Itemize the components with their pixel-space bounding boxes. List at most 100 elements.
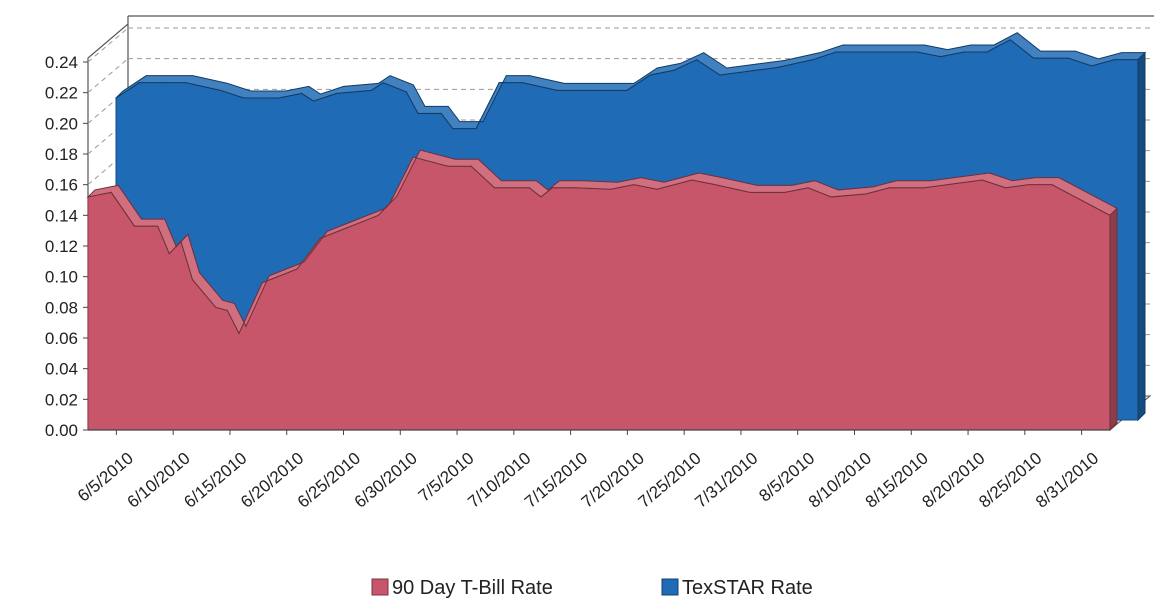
data-point xyxy=(405,91,407,93)
data-point xyxy=(777,66,779,68)
x-axis: 6/5/20106/10/20106/15/20106/20/20106/25/… xyxy=(74,429,1110,512)
data-point xyxy=(168,253,170,255)
data-point xyxy=(916,51,918,53)
data-point xyxy=(133,225,136,227)
data-point xyxy=(87,196,89,198)
x-tick-label: 7/10/2010 xyxy=(464,449,534,512)
data-point xyxy=(830,196,832,198)
legend-swatch xyxy=(371,578,389,596)
data-point xyxy=(475,128,477,130)
series-tbill xyxy=(86,149,1118,432)
data-point xyxy=(521,82,524,84)
grid-line-side xyxy=(87,27,129,63)
data-point xyxy=(284,273,287,275)
x-tick-label: 6/25/2010 xyxy=(294,449,364,512)
data-point xyxy=(719,74,721,76)
data-point xyxy=(157,225,159,227)
data-point xyxy=(1114,59,1116,61)
x-tick-label: 6/15/2010 xyxy=(180,449,250,512)
x-tick-label: 7/20/2010 xyxy=(578,449,648,512)
x-tick-label: 8/10/2010 xyxy=(805,449,875,512)
y-tick-label: 0.10 xyxy=(45,268,78,287)
data-point xyxy=(319,237,321,239)
data-point xyxy=(812,59,814,61)
data-point xyxy=(161,82,164,84)
x-tick-label: 6/10/2010 xyxy=(124,449,194,512)
data-point xyxy=(807,187,809,189)
data-point xyxy=(336,92,338,94)
x-tick-label: 8/20/2010 xyxy=(918,449,988,512)
data-point xyxy=(865,193,867,195)
data-point xyxy=(452,128,454,130)
data-point xyxy=(1090,65,1093,67)
data-point xyxy=(138,82,140,84)
data-point xyxy=(835,51,837,53)
data-point xyxy=(312,100,315,102)
x-tick-label: 8/15/2010 xyxy=(862,449,932,512)
area-end-cap xyxy=(1109,207,1118,432)
data-point xyxy=(691,179,693,181)
data-point xyxy=(370,89,373,91)
data-point xyxy=(243,97,245,99)
data-point xyxy=(714,184,716,186)
legend: 90 Day T-Bill Rate TexSTAR Rate xyxy=(371,577,813,599)
y-tick-label: 0.00 xyxy=(45,421,78,440)
data-point xyxy=(215,306,217,308)
data-point xyxy=(610,188,612,190)
data-point xyxy=(784,191,786,193)
data-point xyxy=(649,74,651,76)
data-point xyxy=(185,82,187,84)
x-tick-label: 7/25/2010 xyxy=(635,449,705,512)
data-point xyxy=(440,112,442,114)
data-point xyxy=(1032,57,1035,59)
data-point xyxy=(591,89,593,91)
data-point xyxy=(981,179,983,181)
grid-line-side xyxy=(87,58,129,94)
data-point xyxy=(963,51,965,53)
data-point xyxy=(754,69,756,71)
data-point xyxy=(946,184,949,186)
x-tick-label: 8/25/2010 xyxy=(975,449,1045,512)
data-point xyxy=(939,56,942,58)
data-point xyxy=(191,279,194,281)
data-point xyxy=(1074,196,1076,198)
data-point xyxy=(626,89,628,91)
y-tick-label: 0.24 xyxy=(45,53,78,72)
x-tick-label: 8/31/2010 xyxy=(1032,449,1102,512)
x-tick-label: 6/20/2010 xyxy=(237,449,307,512)
data-point xyxy=(377,214,379,216)
data-point xyxy=(1067,57,1069,59)
data-point xyxy=(656,188,658,190)
data-point xyxy=(412,156,414,158)
x-tick-label: 6/30/2010 xyxy=(351,449,421,512)
data-point xyxy=(110,191,112,193)
data-point xyxy=(1109,214,1111,216)
data-point xyxy=(749,191,751,193)
legend-label: TexSTAR Rate xyxy=(682,577,813,599)
y-tick-label: 0.22 xyxy=(45,84,78,103)
y-tick-label: 0.18 xyxy=(45,145,78,164)
data-point xyxy=(301,92,303,94)
data-point xyxy=(1051,184,1053,186)
data-point xyxy=(226,309,228,311)
data-point xyxy=(672,69,675,71)
data-point xyxy=(528,187,530,189)
data-point xyxy=(470,165,472,167)
data-point xyxy=(870,51,872,53)
data-point xyxy=(1028,184,1030,186)
data-point xyxy=(893,51,895,53)
data-point xyxy=(633,184,635,186)
data-point xyxy=(219,89,222,91)
data-point xyxy=(447,165,449,167)
x-tick-label: 7/31/2010 xyxy=(691,449,761,512)
data-point xyxy=(296,268,298,270)
y-tick-label: 0.06 xyxy=(45,329,78,348)
data-point xyxy=(540,196,542,198)
x-tick-label: 7/15/2010 xyxy=(521,449,591,512)
y-tick-label: 0.12 xyxy=(45,237,78,256)
data-point xyxy=(180,240,182,242)
y-tick-label: 0.02 xyxy=(45,390,78,409)
y-tick-label: 0.16 xyxy=(45,176,78,195)
